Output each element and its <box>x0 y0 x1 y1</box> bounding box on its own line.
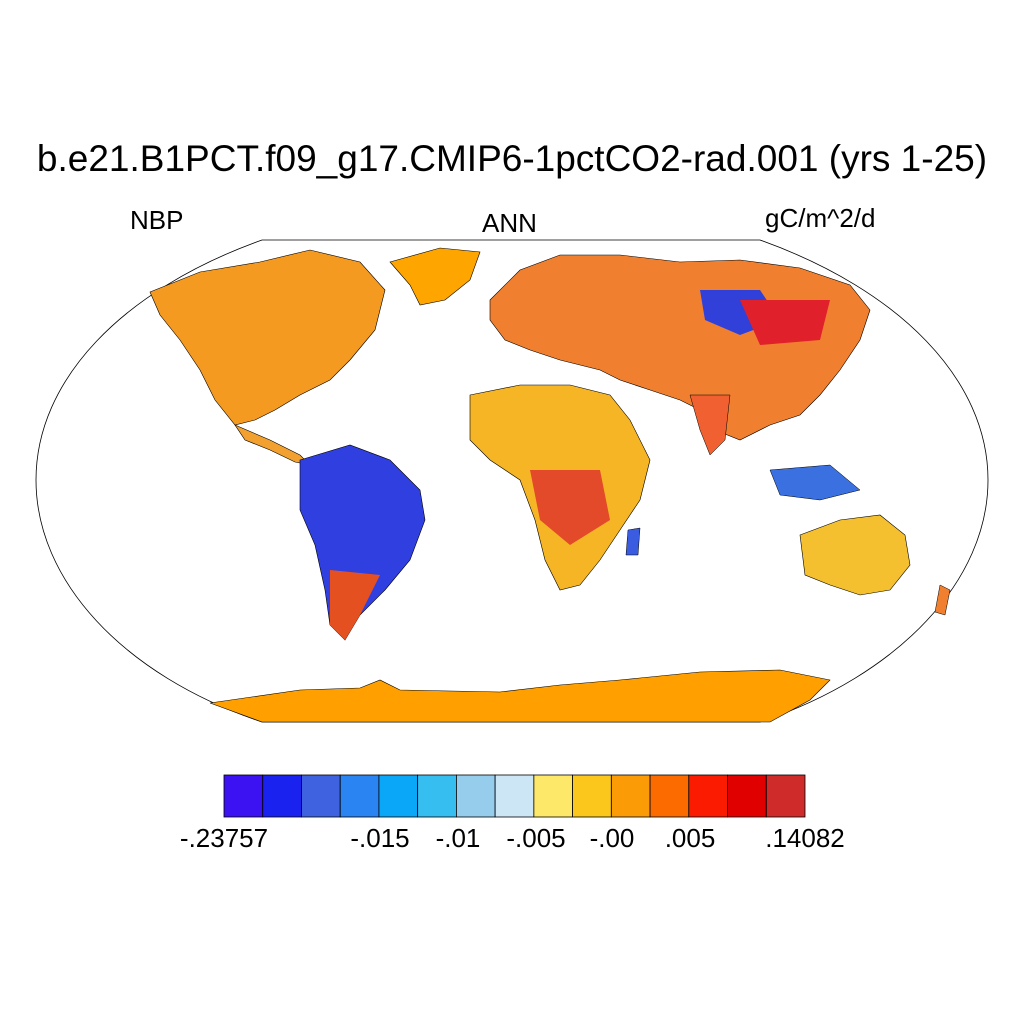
season-label: ANN <box>482 208 537 238</box>
colorbar-box <box>223 774 264 818</box>
colorbar-label-4: -.005 <box>506 823 566 853</box>
colorbar-box <box>417 774 457 818</box>
madagascar-landmass <box>625 527 641 556</box>
colorbar-box <box>727 774 767 818</box>
units-label: gC/m^2/d <box>765 203 876 233</box>
colorbar-label-3: -.01 <box>435 823 481 853</box>
colorbar-box <box>572 774 612 818</box>
colorbar-box <box>455 774 496 818</box>
central-africa-region <box>530 470 610 545</box>
colorbar-box <box>494 774 535 818</box>
colorbar-label-max: .14082 <box>765 823 845 853</box>
australia-landmass <box>799 514 911 596</box>
east-asia-red-region <box>740 300 830 345</box>
maritime-se-asia <box>769 464 861 501</box>
colorbar-box <box>301 774 341 818</box>
new-zealand-landmass <box>934 584 951 616</box>
india-landmass <box>689 394 731 456</box>
colorbar-label-min: -.23757 <box>179 823 269 853</box>
colorbar-label-6: .005 <box>664 823 716 853</box>
plot-title: b.e21.B1PCT.f09_g17.CMIP6-1pctCO2-rad.00… <box>36 138 988 179</box>
south-america-south <box>330 570 380 640</box>
colorbar-box <box>378 774 419 818</box>
colorbar-label-2: -.015 <box>350 823 410 853</box>
antarctica-landmass <box>209 669 831 723</box>
colorbar-box <box>765 774 806 818</box>
variable-label: NBP <box>130 205 184 235</box>
greenland-landmass <box>389 247 481 306</box>
colorbar-box <box>533 774 573 818</box>
north-america-landmass <box>149 249 386 426</box>
colorbar-box <box>688 774 728 818</box>
colorbar-box <box>262 774 302 818</box>
colorbar-box <box>610 774 651 818</box>
colorbar-label-5: -.00 <box>589 823 635 853</box>
colorbar-box <box>649 774 690 818</box>
colorbar-box <box>339 774 380 818</box>
